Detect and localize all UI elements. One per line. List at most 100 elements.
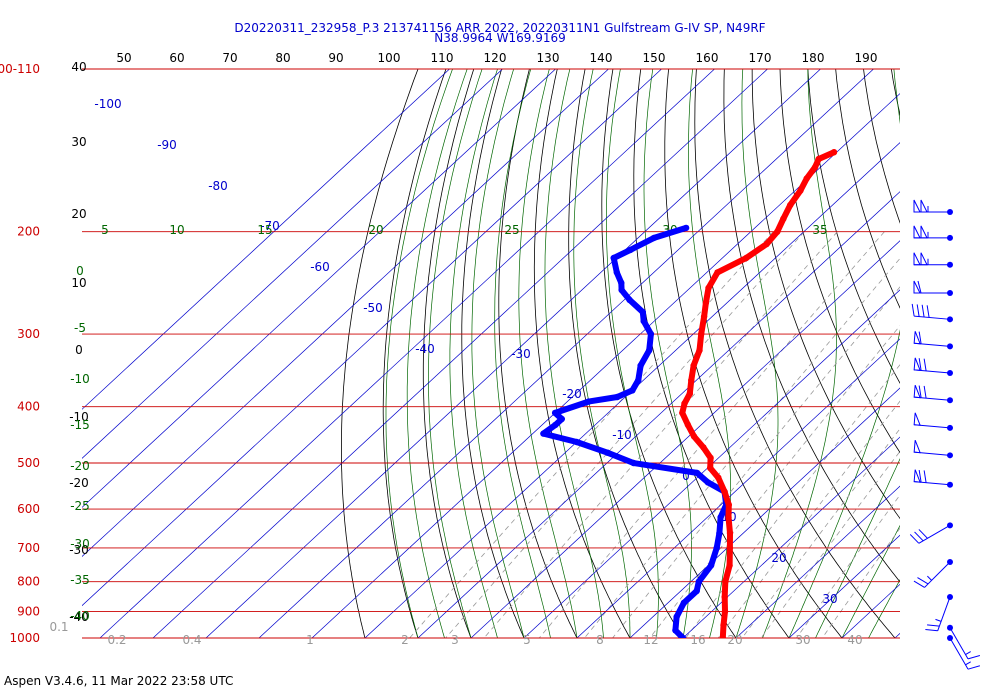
isotherm <box>735 485 900 638</box>
temperature-profile-point <box>743 254 750 262</box>
top-axis-label: 100 <box>378 51 401 65</box>
dewpoint-profile-point <box>629 387 636 394</box>
mixing-ratio-label: 20 <box>727 633 742 647</box>
isotherm <box>205 69 821 638</box>
isotherm <box>82 69 662 607</box>
wind-barb <box>913 225 953 241</box>
dewpoint-profile-point <box>551 409 559 417</box>
dry-adiabat <box>568 69 684 638</box>
dewpoint-profile-point <box>650 234 658 242</box>
dewpoint-profile-point <box>540 430 547 437</box>
pressure-label: 900 <box>17 604 40 618</box>
wind-barb <box>913 385 953 404</box>
temperature-profile-point <box>803 175 810 182</box>
mixing-ratio-label: 8 <box>596 633 604 647</box>
dewpoint-profile-point <box>646 347 653 354</box>
dry-adiabat <box>601 69 737 638</box>
moist-adiabat <box>762 69 837 638</box>
dewpoint-profile-point <box>640 317 647 325</box>
wind-barb-shaft <box>914 315 951 320</box>
isotherm <box>470 240 900 638</box>
mixing-ratio-line <box>717 400 900 638</box>
temperature-profile-point <box>787 201 794 209</box>
temperature-profile-point <box>774 228 781 235</box>
top-axis-label: 110 <box>431 51 454 65</box>
mixing-ratio-label: 12 <box>643 633 658 647</box>
pressure-label: 100-110 <box>0 62 40 76</box>
moist-adiabat-label: -40 <box>70 609 90 623</box>
wind-barb-feather <box>909 534 920 544</box>
wind-barb-feather <box>913 580 925 588</box>
dry-adiabat <box>779 69 900 454</box>
wind-barb-flag <box>913 412 921 426</box>
wind-barb-feather <box>921 304 925 318</box>
wind-barb-feather <box>914 531 924 542</box>
isotherm <box>417 191 900 638</box>
wind-barb <box>913 440 953 459</box>
altitude-label: 30 <box>71 135 86 149</box>
dry-adiabat <box>807 69 900 384</box>
temperature-profile-point <box>684 421 692 429</box>
dry-adiabat <box>633 69 790 638</box>
wind-barb <box>913 357 953 376</box>
altitude-label: 10 <box>71 276 86 290</box>
mixing-ratio-line <box>538 231 885 638</box>
pressure-label: 500 <box>17 456 40 470</box>
wind-barb <box>913 558 953 588</box>
dewpoint-profile-point <box>695 578 702 585</box>
dry-adiabat <box>723 69 900 583</box>
temperature-profile-point <box>719 634 726 638</box>
wind-barb-flag <box>913 225 921 239</box>
temperature-profile-point <box>690 362 697 369</box>
wind-barb <box>909 522 953 544</box>
dry-adiabat <box>498 69 578 638</box>
pressure-label: 600 <box>17 502 40 516</box>
isotherm <box>82 69 450 410</box>
wind-barb-half-feather <box>965 651 971 655</box>
altitude-label: 0 <box>75 343 83 357</box>
wind-barb-feather <box>926 305 930 318</box>
dewpoint-profile-point <box>673 613 680 621</box>
isotherm-label: -20 <box>562 387 582 401</box>
temperature-profile-point <box>797 187 804 194</box>
dewpoint-profile-point <box>704 479 712 486</box>
mixing-ratio-line <box>409 231 774 638</box>
top-axis-label: 170 <box>749 51 772 65</box>
altitude-label: 40 <box>71 60 86 74</box>
dewpoint-profile-point <box>693 469 701 477</box>
isotherm-label: 30 <box>822 592 837 606</box>
mixing-ratio-label: 2 <box>401 633 409 647</box>
wind-barb-feather <box>923 470 927 483</box>
wind-barb <box>925 593 953 632</box>
altitude-label: -20 <box>69 476 89 490</box>
pressure-label: 700 <box>17 541 40 555</box>
pressure-label: 300 <box>17 327 40 341</box>
temperature-profile-point <box>715 474 722 481</box>
wind-barb-feather <box>925 629 938 632</box>
temperature-profile-point <box>700 444 707 451</box>
moist-adiabat-label: -25 <box>70 499 90 513</box>
wind-barb-half-feather <box>927 575 932 581</box>
top-axis-label: 80 <box>275 51 290 65</box>
dewpoint-profile-point <box>558 415 565 423</box>
wind-barb-flag <box>913 357 921 371</box>
wind-barb-feather <box>917 577 929 585</box>
wind-barb-flag <box>920 199 928 213</box>
moist-adiabat <box>494 69 551 638</box>
temperature-profile-point <box>700 313 708 320</box>
dewpoint-profile-point <box>614 393 621 401</box>
wind-barb-feather <box>918 385 922 398</box>
temperature-profile-point <box>681 400 688 407</box>
isotherm <box>82 69 556 508</box>
wind-barb-feather <box>918 358 922 371</box>
top-axis-label: 130 <box>537 51 560 65</box>
dewpoint-profile-point <box>618 279 625 287</box>
pressure-label: 400 <box>17 400 40 414</box>
temperature-profile-point <box>830 149 838 156</box>
wind-barb <box>913 280 953 297</box>
moist-adiabat-label: -35 <box>70 573 90 587</box>
dewpoint-profile-point <box>693 587 700 595</box>
wind-barb-shaft <box>918 524 951 544</box>
wind-barb <box>913 469 953 488</box>
